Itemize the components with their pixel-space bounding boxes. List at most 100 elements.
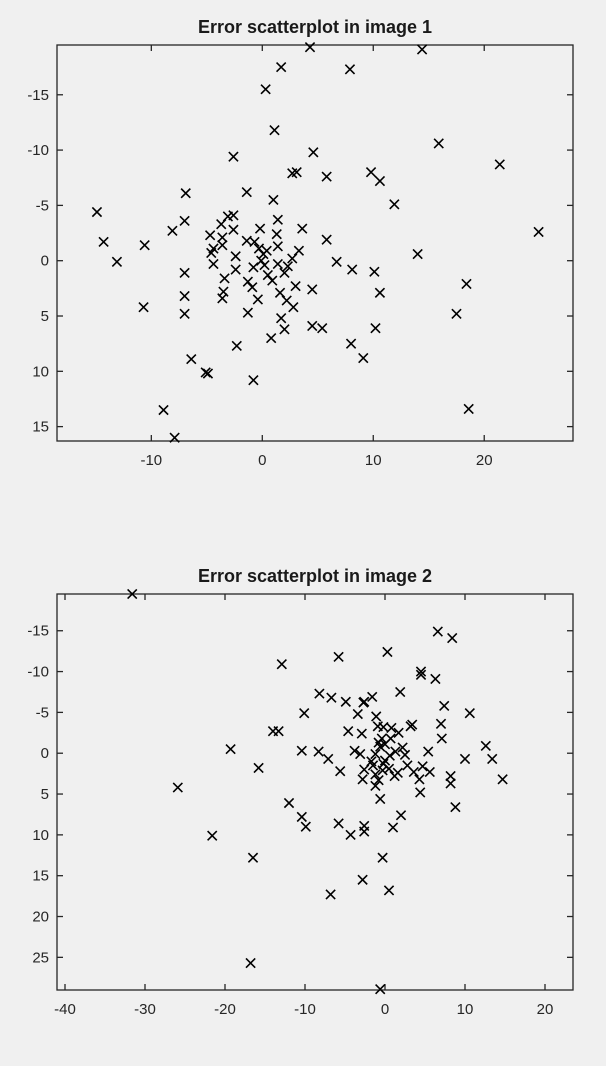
y-tick-label: -5 <box>36 704 49 721</box>
data-point <box>352 708 363 720</box>
y-tick-label: -5 <box>36 197 49 214</box>
data-point <box>326 692 337 703</box>
data-point <box>377 765 388 776</box>
data-point <box>313 746 324 757</box>
x-tick-label: 20 <box>537 1001 554 1018</box>
data-point <box>417 761 428 772</box>
data-point <box>207 830 218 841</box>
data-point <box>370 769 381 780</box>
data-point <box>480 740 491 752</box>
data-point <box>356 728 367 739</box>
data-point <box>395 810 407 821</box>
data-point <box>463 403 474 415</box>
data-point <box>459 753 471 765</box>
data-point <box>333 818 344 829</box>
data-point <box>424 766 435 778</box>
data-point <box>389 770 400 782</box>
data-point <box>252 294 264 305</box>
data-point <box>375 741 386 752</box>
y-tick-label: -15 <box>27 623 49 640</box>
data-point <box>383 885 395 896</box>
data-point <box>139 240 150 251</box>
data-point <box>242 307 254 318</box>
data-point <box>345 338 357 349</box>
data-point <box>347 264 358 275</box>
data-point <box>383 763 395 774</box>
data-point <box>206 247 217 259</box>
data-point <box>317 323 328 334</box>
data-point <box>287 253 298 264</box>
data-point <box>314 688 325 699</box>
y-tick-label: 5 <box>41 308 49 325</box>
data-point <box>370 748 381 760</box>
data-point <box>272 241 283 252</box>
x-tick-label: 0 <box>258 452 266 469</box>
plot-area <box>56 593 574 991</box>
y-tick-label: 10 <box>32 363 49 380</box>
data-point <box>245 957 256 969</box>
data-point <box>445 770 456 782</box>
data-point <box>204 230 216 241</box>
data-point <box>367 760 379 771</box>
data-point <box>445 778 456 789</box>
y-tick-label: 10 <box>32 827 49 844</box>
y-tick-label: 25 <box>32 949 49 966</box>
y-tick-label: -10 <box>27 142 49 159</box>
data-point <box>412 248 423 260</box>
data-point <box>231 340 242 352</box>
plot-area <box>56 44 574 442</box>
data-point <box>273 726 284 737</box>
data-point <box>267 275 278 286</box>
data-point <box>179 290 190 302</box>
data-point <box>216 219 227 230</box>
data-point <box>439 700 450 712</box>
data-point <box>387 822 399 833</box>
data-point <box>389 199 400 210</box>
data-point <box>464 708 475 719</box>
data-point <box>266 332 277 344</box>
data-point <box>415 666 427 677</box>
data-point <box>357 874 368 885</box>
x-tick-label: -20 <box>214 1001 236 1018</box>
y-tick-label: 0 <box>41 253 49 270</box>
data-point <box>367 691 378 703</box>
data-point <box>415 787 426 798</box>
data-point <box>325 889 336 900</box>
data-point <box>365 167 377 178</box>
data-point <box>288 301 299 313</box>
x-tick-label: -40 <box>54 1001 76 1018</box>
data-point <box>271 228 282 240</box>
data-point <box>331 256 342 267</box>
data-point <box>217 240 228 251</box>
data-point <box>370 780 381 792</box>
data-point <box>321 171 332 182</box>
data-point <box>308 147 319 158</box>
data-point <box>358 697 369 708</box>
data-point <box>291 167 302 178</box>
data-point <box>172 782 183 793</box>
data-point <box>371 711 382 722</box>
chart-title: Error scatterplot in image 2 <box>198 566 432 586</box>
data-point <box>249 236 260 248</box>
data-point <box>248 262 259 273</box>
data-point <box>357 774 368 785</box>
data-point <box>217 232 228 243</box>
data-point <box>253 762 264 774</box>
data-point <box>275 61 287 73</box>
scatter-chart-image-1: Error scatterplot in image 1 -10 0 10 20 -15… <box>27 17 574 469</box>
data-point <box>258 248 269 260</box>
data-point <box>248 374 259 386</box>
data-point <box>127 588 138 600</box>
data-point <box>304 42 316 53</box>
data-point <box>533 226 544 238</box>
data-point <box>386 722 397 734</box>
data-point <box>91 206 103 218</box>
data-point <box>228 151 239 162</box>
x-tick-label: 10 <box>457 1001 474 1018</box>
data-point <box>202 368 214 379</box>
x-tick-label: 0 <box>381 1001 389 1018</box>
data-point <box>225 743 236 755</box>
data-point <box>300 821 311 832</box>
data-point <box>451 308 462 319</box>
data-point <box>307 320 318 332</box>
